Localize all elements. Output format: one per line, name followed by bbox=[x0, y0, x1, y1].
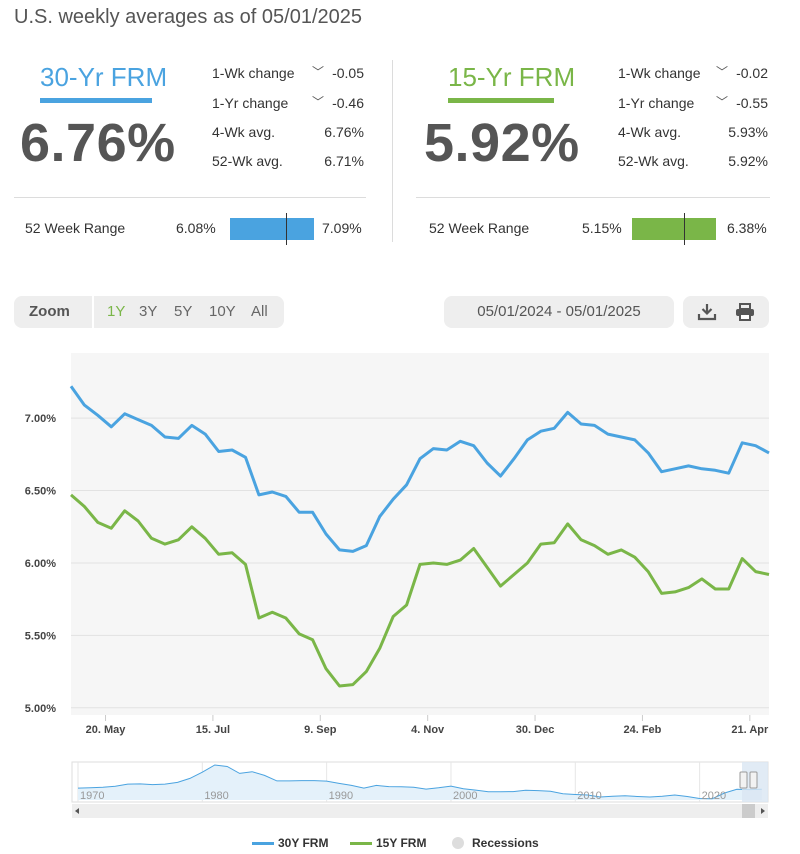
chevron-down-icon: ﹀ bbox=[312, 95, 325, 109]
navigator-handle-left[interactable] bbox=[739, 771, 748, 789]
chevron-down-icon: ﹀ bbox=[312, 65, 325, 79]
zoom-3y-button[interactable]: 3Y bbox=[139, 303, 158, 320]
card-30yr-stat-2-value: -0.46 bbox=[332, 95, 364, 111]
navigator-year-label: 2010 bbox=[577, 790, 601, 802]
card-30yr-range-high: 7.09% bbox=[322, 220, 362, 236]
navigator-year-label: 1980 bbox=[204, 790, 228, 802]
x-tick-label: 30. Dec bbox=[516, 724, 555, 736]
legend-recessions-label[interactable]: Recessions bbox=[472, 836, 539, 850]
card-15yr-underline bbox=[448, 98, 554, 103]
card-15yr-stat-4-label: 52-Wk avg. bbox=[618, 153, 689, 169]
card-30yr-range-marker bbox=[286, 213, 288, 245]
x-tick-label: 15. Jul bbox=[196, 724, 230, 736]
card-15yr-stat-2-label: 1-Yr change bbox=[618, 95, 695, 111]
navigator-year-label: 1970 bbox=[80, 790, 104, 802]
date-range-display[interactable]: 05/01/2024 - 05/01/2025 bbox=[444, 296, 674, 328]
y-tick-label: 6.50% bbox=[25, 486, 56, 498]
page-title: U.S. weekly averages as of 05/01/2025 bbox=[14, 6, 362, 28]
y-tick-label: 7.00% bbox=[25, 413, 56, 425]
card-15yr: 15-Yr FRM 5.92% 1-Wk change ﹀ -0.02 1-Yr… bbox=[404, 50, 794, 250]
navigator-year-label: 1990 bbox=[329, 790, 353, 802]
card-15yr-stat-3-value: 5.93% bbox=[728, 124, 768, 140]
zoom-label: Zoom bbox=[29, 303, 70, 320]
chart-actions bbox=[683, 296, 769, 328]
card-15yr-stat-3-label: 4-Wk avg. bbox=[618, 124, 682, 140]
x-tick-label: 20. May bbox=[86, 724, 127, 736]
rate-chart[interactable]: 7.00% 6.50% 6.00% 5.50% 5.00% 20. May 15. Jul… bbox=[0, 345, 800, 745]
x-tick-label: 9. Sep bbox=[304, 724, 337, 736]
card-30yr-divider bbox=[14, 197, 366, 198]
card-30yr-underline bbox=[40, 98, 152, 103]
chevron-down-icon: ﹀ bbox=[716, 65, 729, 79]
series-30y-line[interactable] bbox=[69, 385, 770, 553]
card-30yr-range-label: 52 Week Range bbox=[25, 220, 126, 236]
legend-recessions-swatch bbox=[452, 837, 464, 849]
legend-30y-label[interactable]: 30Y FRM bbox=[278, 836, 329, 850]
card-30yr: 30-Yr FRM 6.76% 1-Wk change ﹀ -0.05 1-Yr… bbox=[0, 50, 390, 250]
navigator-scroll-thumb[interactable] bbox=[742, 804, 755, 818]
card-30yr-range-low: 6.08% bbox=[176, 220, 216, 236]
legend-15y-label[interactable]: 15Y FRM bbox=[376, 836, 427, 850]
card-15yr-range-low: 5.15% bbox=[582, 220, 622, 236]
navigator-scrollbar[interactable] bbox=[72, 804, 768, 818]
print-icon[interactable] bbox=[735, 303, 755, 321]
card-15yr-rate: 5.92% bbox=[424, 113, 580, 173]
navigator-handle-right[interactable] bbox=[749, 771, 758, 789]
scroll-right-icon[interactable] bbox=[761, 808, 765, 814]
zoom-separator bbox=[92, 296, 94, 328]
navigator-year-label: 2000 bbox=[453, 790, 477, 802]
card-30yr-stat-3-label: 4-Wk avg. bbox=[212, 124, 276, 140]
x-tick-label: 21. Apr bbox=[731, 724, 769, 736]
card-30yr-stat-4-value: 6.71% bbox=[324, 153, 364, 169]
zoom-toolbar: Zoom 1Y 3Y 5Y 10Y All bbox=[14, 296, 284, 328]
card-30yr-stat-3-value: 6.76% bbox=[324, 124, 364, 140]
card-30yr-stat-4-label: 52-Wk avg. bbox=[212, 153, 283, 169]
card-30yr-rate: 6.76% bbox=[20, 113, 176, 173]
cards-divider bbox=[392, 60, 393, 242]
chevron-down-icon: ﹀ bbox=[716, 95, 729, 109]
card-30yr-stat-2-label: 1-Yr change bbox=[212, 95, 289, 111]
card-15yr-range-high: 6.38% bbox=[727, 220, 767, 236]
x-tick-label: 4. Nov bbox=[411, 724, 445, 736]
series-15y-line[interactable] bbox=[70, 493, 770, 688]
card-15yr-title: 15-Yr FRM bbox=[448, 62, 576, 92]
y-tick-label: 5.00% bbox=[25, 703, 56, 715]
card-15yr-stat-1-label: 1-Wk change bbox=[618, 65, 701, 81]
card-15yr-range-marker bbox=[684, 213, 686, 245]
card-30yr-stat-1-label: 1-Wk change bbox=[212, 65, 295, 81]
card-15yr-range-bar bbox=[632, 218, 716, 240]
card-30yr-range-bar bbox=[230, 218, 314, 240]
legend-30y-swatch bbox=[252, 842, 274, 845]
x-tick-label: 24. Feb bbox=[623, 724, 661, 736]
download-icon[interactable] bbox=[697, 303, 717, 321]
chart-legend: 30Y FRM 15Y FRM Recessions bbox=[0, 834, 800, 854]
zoom-all-button[interactable]: All bbox=[251, 303, 268, 320]
zoom-10y-button[interactable]: 10Y bbox=[209, 303, 236, 320]
y-tick-label: 6.00% bbox=[25, 558, 56, 570]
navigator-year-label: 2020 bbox=[702, 790, 726, 802]
navigator-area bbox=[78, 765, 762, 800]
card-15yr-stat-1-value: -0.02 bbox=[736, 65, 768, 81]
legend-15y-swatch bbox=[350, 842, 372, 845]
card-30yr-stat-1-value: -0.05 bbox=[332, 65, 364, 81]
card-15yr-stat-2-value: -0.55 bbox=[736, 95, 768, 111]
navigator[interactable]: 1970 1980 1990 2000 2010 2020 bbox=[0, 758, 800, 824]
navigator-series-line bbox=[77, 764, 762, 800]
card-15yr-stat-4-value: 5.92% bbox=[728, 153, 768, 169]
plot-background bbox=[71, 353, 769, 715]
zoom-5y-button[interactable]: 5Y bbox=[174, 303, 193, 320]
card-15yr-divider bbox=[416, 197, 770, 198]
scroll-left-icon[interactable] bbox=[75, 808, 79, 814]
card-30yr-title: 30-Yr FRM bbox=[40, 62, 168, 92]
card-15yr-range-label: 52 Week Range bbox=[429, 220, 530, 236]
zoom-1y-button[interactable]: 1Y bbox=[107, 303, 126, 320]
y-tick-label: 5.50% bbox=[25, 630, 56, 642]
